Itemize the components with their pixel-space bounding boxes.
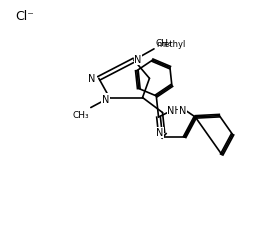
Text: methyl: methyl bbox=[156, 40, 185, 48]
Text: CH₃: CH₃ bbox=[155, 39, 172, 48]
Text: N: N bbox=[156, 128, 163, 138]
Text: Cl⁻: Cl⁻ bbox=[15, 10, 34, 23]
Text: N: N bbox=[179, 105, 186, 115]
Text: NH: NH bbox=[167, 106, 182, 116]
Text: N: N bbox=[88, 74, 96, 84]
Text: CH₃: CH₃ bbox=[73, 110, 90, 119]
Text: N: N bbox=[102, 94, 109, 104]
Text: N: N bbox=[134, 55, 142, 64]
